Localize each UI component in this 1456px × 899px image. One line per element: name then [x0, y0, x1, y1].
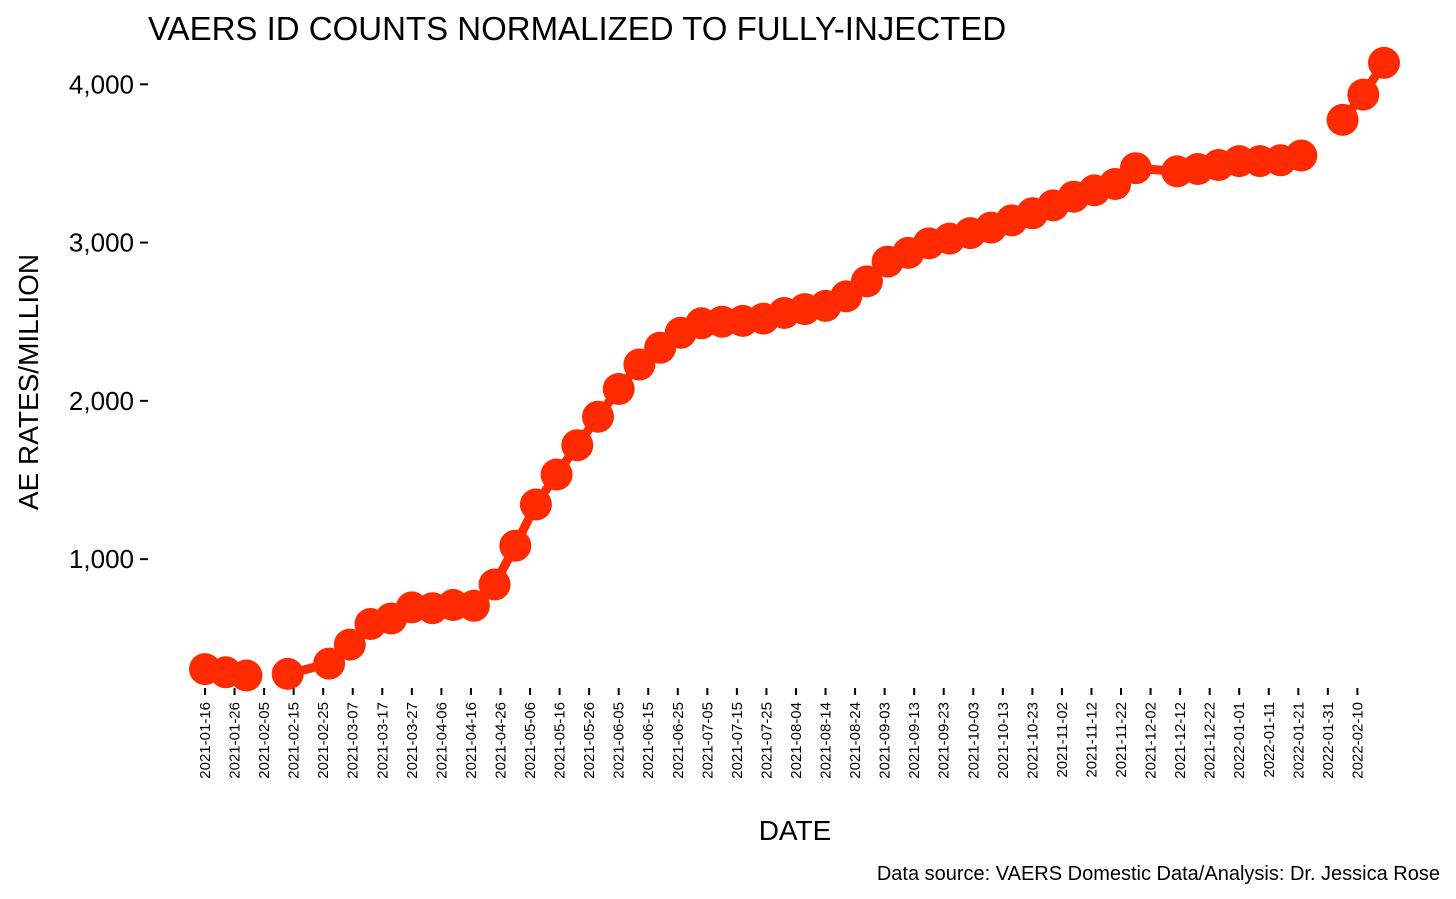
series-points	[189, 46, 1400, 692]
x-tick-label: 2021-10-13	[995, 702, 1012, 779]
x-tick-label: 2022-01-01	[1231, 702, 1248, 779]
x-tick-label: 2021-04-06	[433, 702, 450, 779]
x-tick-label: 2021-07-05	[699, 702, 716, 779]
data-point	[1368, 46, 1400, 79]
data-point	[333, 628, 366, 661]
data-point	[230, 659, 263, 692]
data-point	[519, 488, 552, 521]
y-tick-label: 1,000	[69, 544, 134, 574]
x-tick-label: 2021-03-07	[345, 702, 362, 779]
data-point	[271, 657, 304, 690]
x-axis-ticks: 2021-01-16 2021-01-26 2021-02-05 2021-02-15…	[197, 688, 1366, 779]
x-tick-label: 2021-10-03	[965, 702, 982, 779]
x-tick-label: 2021-08-24	[847, 702, 864, 779]
data-point	[582, 400, 614, 433]
data-point	[850, 265, 883, 298]
x-tick-label: 2021-07-15	[729, 702, 746, 779]
x-tick-label: 2021-06-25	[670, 702, 687, 779]
x-tick-label: 2021-06-05	[611, 702, 628, 779]
x-tick-label: 2021-12-22	[1202, 702, 1219, 779]
x-tick-label: 2021-08-04	[788, 702, 805, 779]
x-tick-label: 2021-01-26	[227, 702, 244, 779]
x-tick-label: 2022-01-21	[1290, 702, 1307, 779]
x-tick-label: 2021-09-03	[877, 702, 894, 779]
y-tick-label: 2,000	[69, 386, 134, 416]
x-tick-label: 2022-01-11	[1261, 702, 1278, 778]
y-tick-label: 3,000	[69, 228, 134, 258]
x-tick-label: 2022-01-31	[1320, 702, 1337, 779]
data-point	[457, 589, 490, 622]
data-point	[561, 429, 594, 462]
data-source-caption: Data source: VAERS Domestic Data/Analysi…	[877, 863, 1440, 885]
x-tick-label: 2021-12-02	[1143, 702, 1160, 779]
data-point	[478, 568, 511, 601]
data-point	[313, 647, 346, 680]
x-tick-label: 2021-10-23	[1024, 702, 1041, 779]
x-tick-label: 2021-05-26	[581, 702, 598, 779]
y-axis-ticks: 1,000 2,000 3,000 4,000	[69, 69, 148, 574]
x-tick-label: 2021-07-25	[758, 702, 775, 779]
data-point	[1347, 78, 1380, 111]
x-tick-label: 2021-12-12	[1172, 702, 1189, 779]
x-tick-label: 2021-11-12	[1083, 702, 1100, 778]
data-point	[499, 529, 532, 562]
x-tick-label: 2021-09-23	[936, 702, 953, 779]
data-point	[1119, 152, 1152, 185]
x-tick-label: 2021-02-15	[286, 702, 303, 779]
x-axis-label: DATE	[759, 815, 832, 846]
data-point	[1285, 139, 1318, 172]
x-tick-label: 2021-06-15	[640, 702, 657, 779]
x-tick-label: 2021-11-02	[1054, 702, 1071, 778]
x-tick-label: 2021-03-17	[374, 702, 391, 779]
x-tick-label: 2021-01-16	[197, 702, 214, 779]
x-tick-label: 2021-05-06	[522, 702, 539, 779]
y-axis-label: AE RATES/MILLION	[13, 254, 44, 510]
x-tick-label: 2021-11-22	[1113, 702, 1130, 778]
x-tick-label: 2021-03-27	[404, 702, 421, 779]
data-point	[540, 458, 573, 491]
x-tick-label: 2021-02-05	[256, 702, 273, 779]
x-tick-label: 2022-02-10	[1349, 702, 1366, 779]
y-tick-label: 4,000	[69, 69, 134, 99]
x-tick-label: 2021-04-26	[492, 702, 509, 779]
x-tick-label: 2021-09-13	[906, 702, 923, 779]
x-tick-label: 2021-05-16	[552, 702, 569, 779]
chart-title: VAERS ID COUNTS NORMALIZED TO FULLY-INJE…	[148, 10, 1006, 47]
x-tick-label: 2021-02-25	[315, 702, 332, 779]
data-point	[602, 373, 635, 405]
x-tick-label: 2021-04-16	[463, 702, 480, 779]
data-point	[1326, 103, 1359, 136]
x-tick-label: 2021-08-14	[818, 702, 835, 779]
